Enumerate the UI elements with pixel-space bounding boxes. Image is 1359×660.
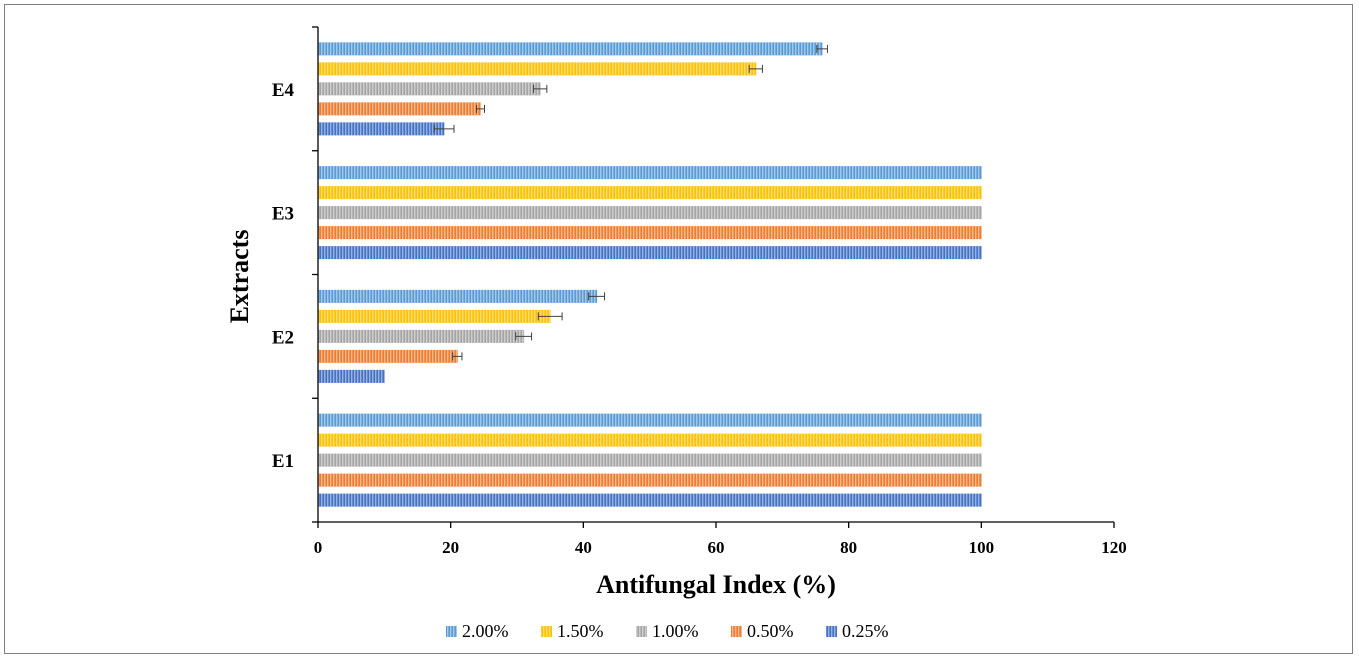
- y-axis-title: Extracts: [225, 230, 254, 324]
- bar-texture: [318, 186, 982, 200]
- bar-texture: [318, 329, 525, 343]
- bar-texture: [318, 206, 982, 220]
- bars-group: [318, 42, 982, 507]
- legend-swatch-texture: [826, 626, 837, 637]
- bar-texture: [318, 246, 982, 260]
- legend-swatch-texture: [541, 626, 552, 637]
- bar-texture: [318, 413, 982, 427]
- x-tick-label: 60: [708, 538, 725, 557]
- bar-texture: [318, 369, 385, 383]
- figure-frame: [4, 4, 1353, 654]
- category-label: E3: [272, 204, 294, 225]
- bar-texture: [318, 166, 982, 180]
- bar-texture: [318, 289, 598, 303]
- legend-label: 2.00%: [462, 621, 509, 641]
- category-label: E1: [272, 451, 294, 472]
- x-axis-title: Antifungal Index (%): [596, 570, 836, 599]
- category-label: E2: [272, 327, 294, 348]
- x-tick-label: 40: [575, 538, 592, 557]
- legend-swatch-texture: [446, 626, 457, 637]
- x-tick-label: 20: [442, 538, 459, 557]
- legend-swatch-texture: [636, 626, 647, 637]
- bar-texture: [318, 226, 982, 240]
- legend-swatch-texture: [731, 626, 742, 637]
- legend-label: 0.25%: [842, 621, 889, 641]
- ticks-group: 0 20 40 60 80 100 120: [312, 26, 1127, 557]
- legend: 2.00% 1.50% 1.00% 0.50% 0.25%: [446, 621, 889, 641]
- bar-texture: [318, 42, 823, 56]
- bar-texture: [318, 453, 982, 467]
- legend-label: 1.50%: [557, 621, 604, 641]
- bar-texture: [318, 473, 982, 487]
- legend-label: 1.00%: [652, 621, 699, 641]
- x-tick-label: 120: [1101, 538, 1127, 557]
- legend-label: 0.50%: [747, 621, 794, 641]
- x-tick-label: 80: [840, 538, 857, 557]
- x-tick-label: 0: [314, 538, 323, 557]
- bar-texture: [318, 82, 541, 96]
- category-labels-group: E1 E2 E3 E4: [272, 80, 295, 472]
- x-tick-label: 100: [969, 538, 995, 557]
- bar-texture: [318, 433, 982, 447]
- bar-texture: [318, 493, 982, 507]
- bar-texture: [318, 349, 458, 363]
- error-bars-group: [433, 44, 828, 361]
- bar-texture: [318, 62, 757, 76]
- category-label: E4: [272, 80, 295, 101]
- bar-texture: [318, 102, 482, 116]
- axes-group: [317, 27, 1114, 523]
- bar-texture: [318, 309, 551, 323]
- bar-texture: [318, 122, 445, 136]
